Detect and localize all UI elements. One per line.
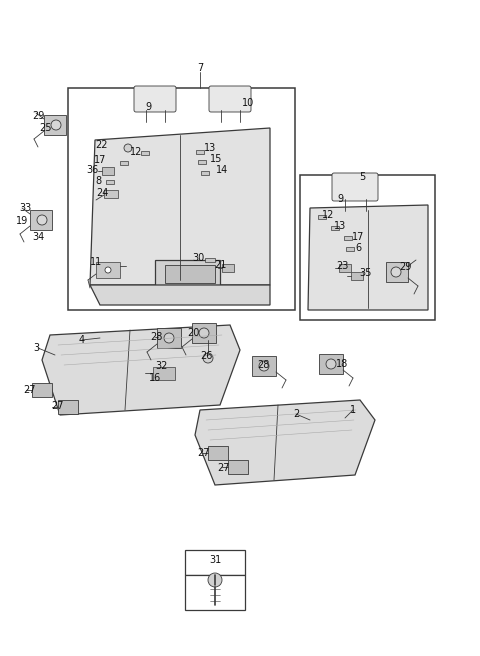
Circle shape [105,267,111,273]
Bar [205,258,215,262]
Bar [201,171,209,175]
Bar [192,323,216,343]
Text: 11: 11 [90,257,102,267]
Text: 27: 27 [24,385,36,395]
Text: 18: 18 [336,359,348,369]
Circle shape [391,267,401,277]
Text: 25: 25 [40,123,52,133]
Bar [208,446,228,460]
Text: 7: 7 [197,63,203,73]
Text: 2: 2 [293,409,299,419]
Circle shape [37,215,47,225]
Circle shape [199,328,209,338]
Bar [185,575,245,610]
Polygon shape [195,400,375,485]
Bar [165,265,215,283]
Bar [346,247,354,251]
Polygon shape [90,285,270,305]
Text: 32: 32 [156,361,168,371]
Bar [196,150,204,154]
Circle shape [208,573,222,587]
Bar [30,210,52,230]
Text: 36: 36 [86,165,98,175]
Bar [222,264,234,272]
Bar [44,115,66,135]
Text: 12: 12 [130,147,142,157]
Text: 9: 9 [337,194,343,204]
Text: 30: 30 [192,253,204,263]
Bar [319,354,343,374]
Text: 8: 8 [95,176,101,186]
Bar [252,356,276,376]
Text: 29: 29 [399,262,411,272]
Bar [339,264,351,272]
Circle shape [259,361,269,371]
Bar [32,383,52,397]
Text: 9: 9 [145,102,151,112]
Circle shape [51,120,61,130]
Text: 17: 17 [352,232,364,242]
Bar [96,262,120,278]
Bar [228,460,248,474]
FancyBboxPatch shape [209,86,251,112]
Circle shape [203,353,213,363]
Text: 15: 15 [210,154,222,164]
Text: 29: 29 [32,111,44,121]
Text: 5: 5 [359,172,365,182]
Polygon shape [42,325,240,415]
Text: 13: 13 [334,221,346,231]
Text: 23: 23 [336,261,348,271]
Text: 28: 28 [150,332,162,342]
Bar [106,180,114,184]
Bar [331,226,339,230]
Text: 34: 34 [32,232,44,242]
Text: 26: 26 [200,351,212,361]
Bar [185,550,245,575]
Bar [318,215,326,219]
Text: 1: 1 [350,405,356,415]
Polygon shape [155,260,220,285]
Bar [104,190,118,198]
Bar [351,272,363,280]
Bar [153,367,175,380]
Text: 27: 27 [218,463,230,473]
Text: 35: 35 [360,268,372,278]
Text: 14: 14 [216,165,228,175]
Text: 24: 24 [96,188,108,198]
Polygon shape [308,205,428,310]
Text: 17: 17 [94,155,106,165]
Text: 27: 27 [197,448,209,458]
Text: 22: 22 [96,140,108,150]
Text: 6: 6 [355,243,361,253]
Bar [102,167,114,175]
Bar [120,161,128,165]
Text: 20: 20 [187,328,199,338]
Text: 13: 13 [204,143,216,153]
Text: 33: 33 [19,203,31,213]
Bar [68,88,295,310]
Text: 19: 19 [16,216,28,226]
Text: 27: 27 [51,401,63,411]
Bar [157,328,181,348]
Text: 16: 16 [149,373,161,383]
FancyBboxPatch shape [134,86,176,112]
Circle shape [124,144,132,152]
FancyBboxPatch shape [332,173,378,201]
Text: 3: 3 [33,343,39,353]
Bar [386,262,408,282]
Bar [58,400,78,414]
Polygon shape [90,128,270,285]
Circle shape [164,333,174,343]
Text: 4: 4 [79,335,85,345]
Text: 10: 10 [242,98,254,108]
Text: 12: 12 [322,210,334,220]
Bar [141,151,149,155]
Circle shape [326,359,336,369]
Text: 31: 31 [209,555,221,565]
Text: 21: 21 [214,260,226,270]
Bar [300,175,435,320]
Bar [344,236,352,240]
Bar [198,160,206,164]
Text: 28: 28 [257,360,269,370]
